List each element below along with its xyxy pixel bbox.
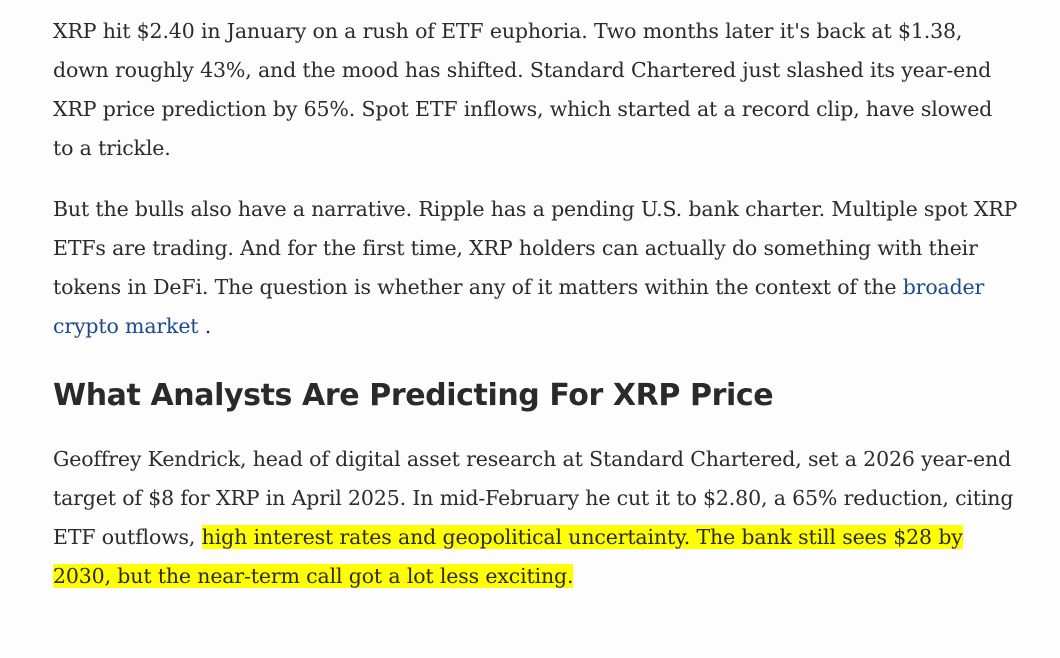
paragraph-bulls-end: . — [198, 314, 212, 338]
paragraph-bulls: But the bulls also have a narrative. Rip… — [53, 190, 1018, 346]
paragraph-analysts: Geoffrey Kendrick, head of digital asset… — [53, 440, 1018, 596]
paragraph-analysts-text: Geoffrey Kendrick, head of digital asset… — [53, 447, 1014, 549]
article-body: XRP hit $2.40 in January on a rush of ET… — [53, 12, 1018, 618]
broader-crypto-market-link[interactable]: broader crypto market — [53, 275, 985, 338]
paragraph-bulls-text: But the bulls also have a narrative. Rip… — [53, 197, 1018, 299]
paragraph-intro: XRP hit $2.40 in January on a rush of ET… — [53, 19, 993, 160]
section-heading: What Analysts Are Predicting For XRP Pri… — [53, 378, 774, 413]
